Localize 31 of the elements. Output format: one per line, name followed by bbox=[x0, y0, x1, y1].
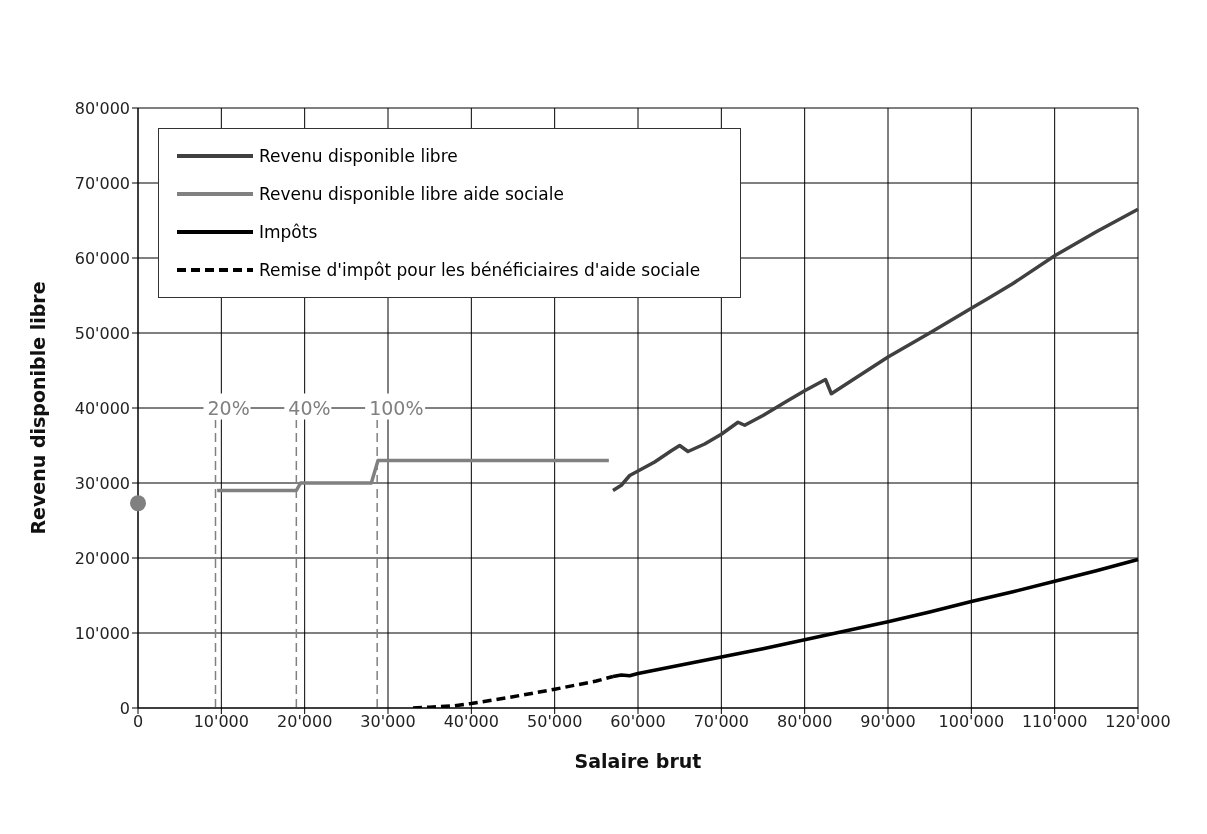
y-axis-title: Revenu disponible libre bbox=[26, 281, 49, 535]
annotation: 40% bbox=[288, 396, 331, 419]
x-axis-title: Salaire brut bbox=[574, 750, 702, 772]
legend-label: Impôts bbox=[259, 222, 318, 242]
x-tick-label: 100'000 bbox=[938, 712, 1005, 732]
x-tick-label: 20'000 bbox=[277, 712, 333, 732]
x-tick-label: 70'000 bbox=[693, 712, 749, 732]
y-tick-label: 10'000 bbox=[74, 623, 130, 643]
x-tick-label: 60'000 bbox=[610, 712, 666, 732]
legend-label: Revenu disponible libre bbox=[259, 146, 458, 166]
legend-label: Remise d'impôt pour les bénéficiaires d'aide sociale bbox=[259, 260, 701, 280]
x-tick-label: 120'000 bbox=[1105, 712, 1171, 732]
x-tick-label: 50'000 bbox=[527, 712, 583, 732]
x-tick-label: 90'000 bbox=[860, 712, 916, 732]
annotation: 100% bbox=[369, 396, 424, 419]
x-tick-label: 10'000 bbox=[193, 712, 249, 732]
x-tick-label: 30'000 bbox=[360, 712, 416, 732]
annotation: 20% bbox=[207, 396, 250, 419]
y-tick-label: 50'000 bbox=[74, 323, 130, 343]
y-tick-label: 80'000 bbox=[74, 98, 130, 118]
x-tick-label: 40'000 bbox=[443, 712, 499, 732]
y-tick-label: 0 bbox=[119, 698, 130, 718]
y-tick-label: 20'000 bbox=[74, 548, 130, 568]
y-tick-label: 60'000 bbox=[74, 248, 130, 268]
legend-label: Revenu disponible libre aide sociale bbox=[259, 184, 564, 204]
y-tick-label: 40'000 bbox=[74, 398, 130, 418]
y-tick-label: 70'000 bbox=[74, 173, 130, 193]
x-tick-label: 0 bbox=[132, 712, 144, 732]
y-tick-label: 30'000 bbox=[74, 473, 130, 493]
x-tick-label: 80'000 bbox=[777, 712, 833, 732]
x-tick-label: 110'000 bbox=[1021, 712, 1088, 732]
